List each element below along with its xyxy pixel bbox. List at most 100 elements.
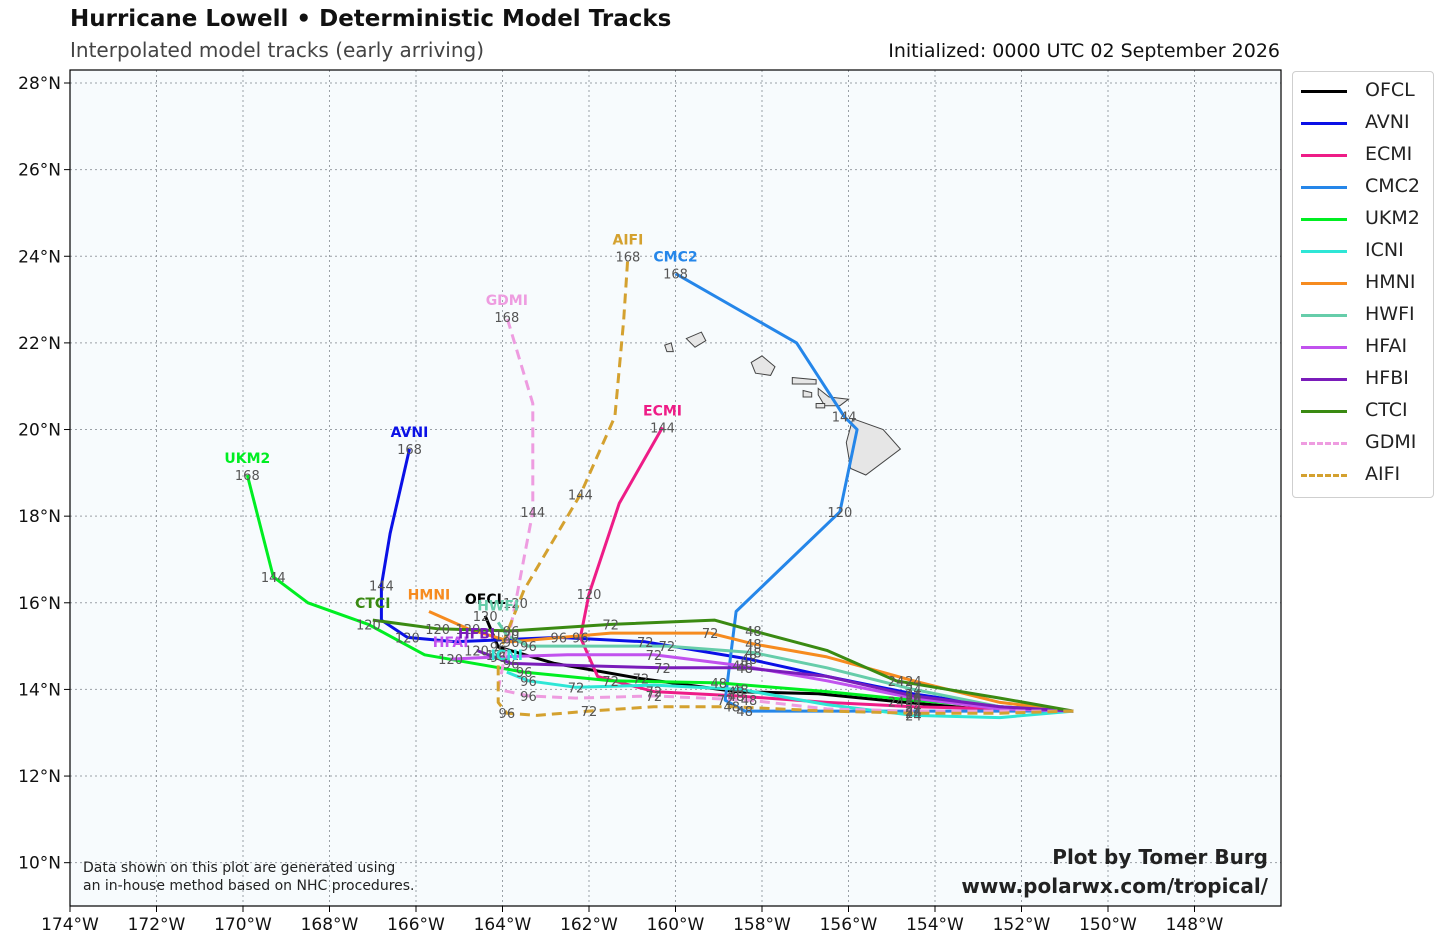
legend-item-avni: AVNI	[1293, 109, 1433, 137]
credit: Plot by Tomer Burg www.polarwx.com/tropi…	[961, 843, 1268, 901]
track-hfbi	[476, 648, 1074, 713]
kahoolawe-island	[815, 403, 826, 409]
forecast-hour-label: 72	[717, 694, 734, 709]
track-ctci	[372, 618, 1074, 713]
data-note: Data shown on this plot are generated us…	[83, 859, 415, 895]
legend-swatch	[1301, 90, 1347, 93]
end-label-ukm2: UKM2	[224, 451, 270, 467]
forecast-hour-label: 72	[702, 627, 719, 642]
forecast-hour-label: 120	[577, 588, 602, 603]
legend-item-aifi: AIFI	[1293, 461, 1433, 489]
forecast-hour-label: 96	[503, 636, 520, 651]
forecast-hour-label: 96	[499, 707, 516, 722]
x-tick-label: 172°W	[128, 915, 186, 935]
forecast-hour-label: 24	[905, 705, 922, 720]
forecast-hour-label: 168	[397, 443, 422, 458]
forecast-hour-label: 48	[728, 686, 745, 701]
end-label-ofcl: OFCL	[465, 592, 506, 608]
forecast-hour-label: 24	[905, 683, 922, 698]
chart-title: Hurricane Lowell • Deterministic Model T…	[70, 6, 672, 32]
forecast-hour-label: 120	[356, 618, 381, 633]
forecast-hour-label: 144	[568, 488, 593, 503]
end-label-cmc2: CMC2	[653, 250, 697, 266]
legend-swatch	[1301, 250, 1347, 253]
forecast-hour-label: 96	[503, 625, 520, 640]
legend-swatch	[1301, 410, 1347, 413]
forecast-hour-label: 120	[494, 629, 519, 644]
legend-item-hfbi: HFBI	[1293, 365, 1433, 393]
track-ecmi	[578, 426, 1074, 713]
legend-label: AVNI	[1365, 111, 1410, 133]
note-line-2: an in-house method based on NHC procedur…	[83, 878, 415, 894]
y-tick-label: 20°N	[18, 421, 61, 441]
x-tick-label: 152°W	[993, 915, 1051, 935]
x-tick-label: 154°W	[906, 915, 964, 935]
legend-item-icni: ICNI	[1293, 237, 1433, 265]
forecast-hour-label: 48	[745, 647, 762, 662]
note-line-1: Data shown on this plot are generated us…	[83, 860, 396, 876]
forecast-hour-label: 72	[646, 649, 663, 664]
forecast-hour-label: 48	[728, 690, 745, 705]
forecast-hour-label: 48	[741, 694, 758, 709]
forecast-hour-label: 24	[905, 707, 922, 722]
forecast-hour-label: 144	[650, 421, 675, 436]
legend-label: ICNI	[1365, 239, 1404, 261]
forecast-hour-label: 24	[905, 705, 922, 720]
y-tick-label: 28°N	[18, 74, 61, 94]
forecast-hour-label: 72	[581, 705, 598, 720]
legend-swatch	[1301, 314, 1347, 317]
end-label-hfbi: HFBI	[458, 626, 495, 642]
forecast-hour-label: 168	[663, 268, 688, 283]
forecast-hour-label: 24	[905, 709, 922, 724]
forecast-hour-label: 24	[905, 690, 922, 705]
chart-subtitle: Interpolated model tracks (early arrivin…	[70, 38, 485, 62]
legend-item-ecmi: ECMI	[1293, 141, 1433, 169]
forecast-hour-label: 96	[490, 651, 507, 666]
end-label-hmni: HMNI	[408, 587, 451, 603]
forecast-hour-label: 96	[520, 640, 537, 655]
forecast-hour-label: 120	[464, 644, 489, 659]
x-tick-label: 158°W	[733, 915, 791, 935]
forecast-hour-label: 120	[827, 506, 852, 521]
end-label-aifi: AIFI	[613, 232, 644, 248]
model-tracks	[245, 256, 1074, 720]
legend-label: CMC2	[1365, 175, 1421, 197]
forecast-hour-label: 72	[602, 618, 619, 633]
end-label-ecmi: ECMI	[643, 403, 682, 419]
forecast-hour-label: 120	[503, 597, 528, 612]
credit-line-2: www.polarwx.com/tropical/	[961, 874, 1268, 898]
y-tick-label: 16°N	[18, 594, 61, 614]
legend-label: HFBI	[1365, 367, 1409, 389]
legend-item-cmc2: CMC2	[1293, 173, 1433, 201]
forecast-hour-label: 120	[395, 631, 420, 646]
x-tick-label: 164°W	[474, 915, 532, 935]
x-tick-label: 174°W	[41, 915, 99, 935]
y-tick-label: 22°N	[18, 334, 61, 354]
forecast-hour-label: 72	[602, 675, 619, 690]
y-tick-label: 14°N	[18, 680, 61, 700]
forecast-hour-label: 168	[616, 250, 641, 265]
hawaiian-islands	[664, 331, 902, 476]
legend-swatch	[1301, 122, 1347, 125]
end-label-hwfi: HWFI	[477, 598, 519, 614]
legend-label: UKM2	[1365, 207, 1420, 229]
grid	[70, 70, 1281, 906]
forecast-hour-label: 48	[710, 677, 727, 692]
maui-island	[817, 387, 850, 407]
legend-swatch	[1301, 346, 1347, 349]
kauai-island	[685, 331, 707, 348]
forecast-hour-label: 120	[455, 623, 480, 638]
forecast-hour-label: 144	[520, 506, 545, 521]
legend-item-hfai: HFAI	[1293, 333, 1433, 361]
end-label-gdmi: GDMI	[486, 293, 528, 309]
x-tick-label: 150°W	[1079, 915, 1137, 935]
lanai-island	[802, 389, 813, 398]
legend-label: OFCL	[1365, 79, 1415, 101]
legend-label: GDMI	[1365, 431, 1417, 453]
track-aifi	[496, 256, 1074, 717]
track-icni	[506, 670, 1074, 720]
end-label-hfai: HFAI	[433, 635, 469, 651]
forecast-hour-label: 144	[832, 411, 857, 426]
forecast-hour-label: 24	[905, 701, 922, 716]
